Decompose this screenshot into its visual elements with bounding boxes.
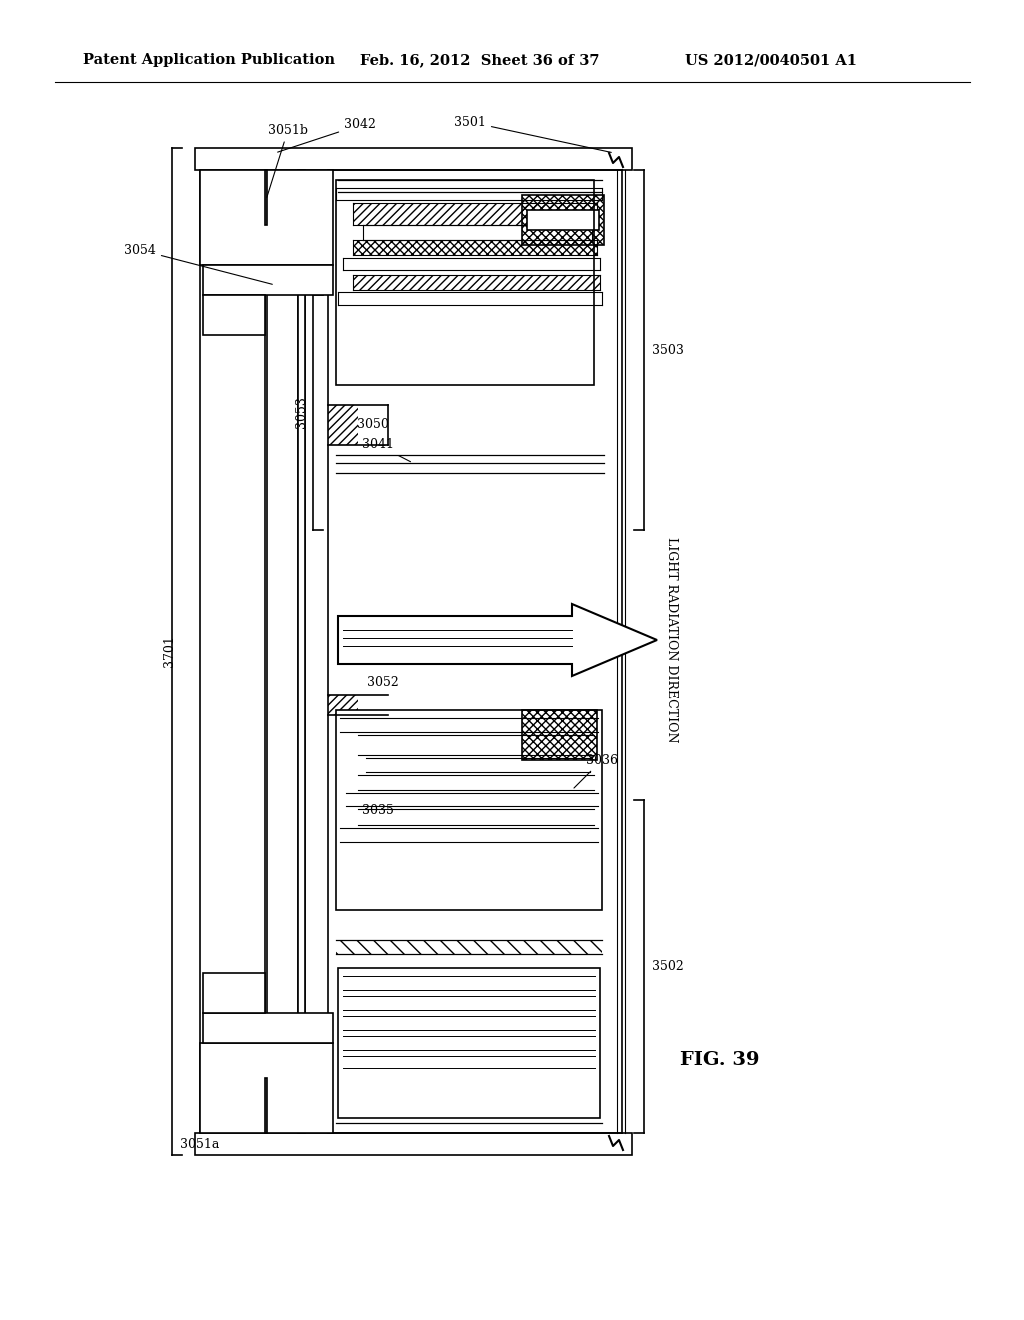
Bar: [203, 973, 265, 1012]
Bar: [195, 1133, 632, 1155]
Bar: [265, 1078, 267, 1133]
Text: 3035: 3035: [362, 804, 394, 817]
Text: 3053: 3053: [295, 396, 307, 428]
Text: 3036: 3036: [574, 754, 618, 788]
Bar: [522, 195, 604, 246]
Bar: [305, 170, 328, 1133]
Bar: [298, 170, 305, 1133]
Bar: [265, 170, 267, 224]
Bar: [203, 265, 333, 294]
Bar: [203, 1012, 333, 1043]
Text: LIGHT RADIATION DIRECTION: LIGHT RADIATION DIRECTION: [666, 537, 679, 743]
Bar: [336, 940, 602, 954]
Bar: [353, 240, 597, 255]
Bar: [200, 170, 333, 265]
Text: 3051a: 3051a: [180, 1138, 220, 1151]
Bar: [267, 170, 298, 1133]
Text: 3502: 3502: [652, 960, 684, 973]
Bar: [203, 294, 265, 335]
Bar: [195, 148, 632, 170]
Text: 3051b: 3051b: [267, 124, 308, 198]
Bar: [200, 170, 333, 265]
Text: Feb. 16, 2012  Sheet 36 of 37: Feb. 16, 2012 Sheet 36 of 37: [360, 53, 599, 67]
Text: 3503: 3503: [652, 343, 684, 356]
Bar: [353, 203, 597, 224]
Text: 3701: 3701: [164, 635, 176, 667]
Bar: [200, 1043, 333, 1133]
Bar: [203, 973, 265, 1012]
Bar: [358, 809, 594, 825]
Text: 3042: 3042: [278, 119, 376, 152]
Text: 3054: 3054: [124, 243, 272, 284]
Bar: [346, 975, 592, 990]
Bar: [328, 405, 358, 445]
Text: 3041: 3041: [362, 438, 411, 462]
Bar: [200, 170, 265, 1133]
Text: Patent Application Publication: Patent Application Publication: [83, 53, 335, 67]
Bar: [203, 265, 265, 294]
Bar: [346, 1016, 592, 1030]
Bar: [522, 710, 597, 760]
Text: 3052: 3052: [368, 676, 399, 689]
Bar: [200, 1043, 333, 1133]
Text: 3050: 3050: [357, 418, 389, 432]
Text: US 2012/0040501 A1: US 2012/0040501 A1: [685, 53, 857, 67]
Text: 3501: 3501: [454, 116, 611, 152]
Bar: [346, 1056, 592, 1068]
Bar: [200, 170, 265, 1133]
Bar: [336, 710, 602, 909]
Bar: [358, 735, 594, 755]
Text: FIG. 39: FIG. 39: [680, 1051, 760, 1069]
Bar: [358, 775, 594, 789]
Bar: [527, 210, 599, 230]
Bar: [353, 275, 600, 290]
Polygon shape: [338, 605, 657, 676]
Bar: [328, 696, 358, 715]
Bar: [336, 180, 594, 385]
Bar: [305, 170, 328, 1133]
Bar: [338, 968, 600, 1118]
Bar: [203, 294, 265, 335]
Bar: [203, 1012, 265, 1043]
Bar: [267, 170, 298, 1133]
